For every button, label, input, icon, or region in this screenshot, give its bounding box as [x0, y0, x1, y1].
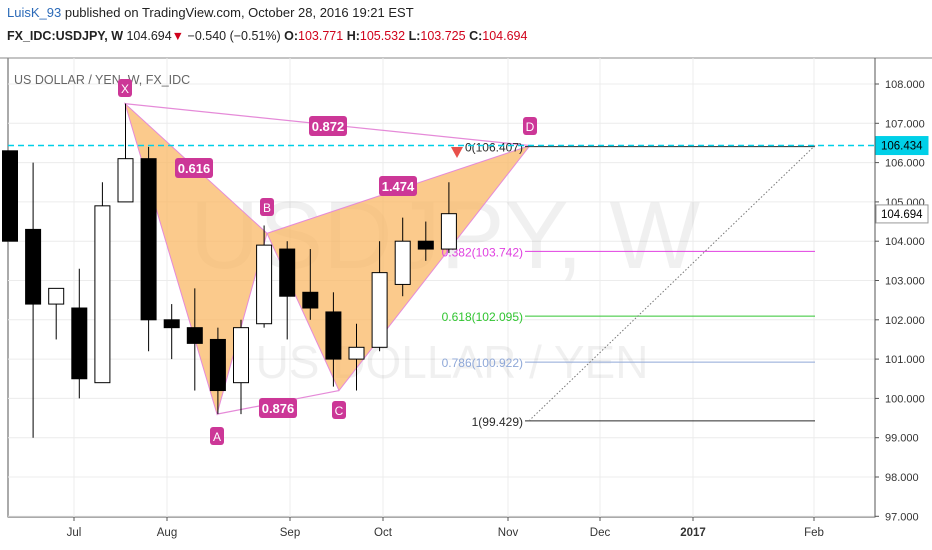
candle-body — [348, 346, 365, 360]
candle-body — [2, 150, 18, 242]
low-label: L: — [408, 29, 421, 43]
candle-body — [325, 311, 342, 360]
pattern-point-label: C — [335, 404, 344, 418]
fib-level-label: 1(99.429) — [472, 415, 523, 429]
price-mark-box — [875, 136, 929, 156]
y-tick-label: 103.000 — [885, 276, 925, 288]
low-value: 103.725 — [420, 29, 466, 43]
pattern-point-badge — [210, 427, 224, 445]
sell-arrow-icon — [451, 147, 463, 158]
y-tick-label: 102.000 — [885, 315, 925, 327]
candle-body — [440, 213, 457, 250]
x-tick-label: 2017 — [680, 527, 706, 539]
candle-body — [71, 307, 88, 380]
candle-body — [256, 244, 273, 325]
pattern-point-badge — [118, 79, 132, 97]
ratio-badge — [175, 158, 213, 178]
pattern-point-badge — [332, 401, 346, 419]
ohlc-line: FX_IDC:USDJPY, W 104.694▼ −0.540 (−0.51%… — [7, 29, 527, 43]
x-tick-label: Jul — [67, 527, 82, 539]
author-link[interactable]: LuisK_93 — [7, 5, 62, 20]
open-label: O: — [284, 29, 299, 43]
ratio-badge — [309, 116, 347, 136]
symbol-timeframe: FX_IDC:USDJPY, W — [7, 29, 123, 43]
candle-body — [302, 291, 319, 309]
ratio-label: 0.876 — [262, 401, 295, 416]
chart-title: US DOLLAR / YEN, W, FX_IDC — [14, 73, 190, 87]
ratio-badge — [259, 398, 297, 418]
x-tick-label: Feb — [804, 527, 824, 539]
fib-level-label: 0.786(100.922) — [442, 356, 523, 370]
y-tick-label: 108.000 — [885, 79, 925, 91]
y-tick-label: 101.000 — [885, 354, 925, 366]
close-label: C: — [469, 29, 483, 43]
candle-body — [48, 287, 65, 305]
candle-body — [117, 158, 134, 203]
y-tick-label: 106.000 — [885, 158, 925, 170]
candle-body — [209, 338, 226, 392]
y-tick-label: 100.000 — [885, 393, 925, 405]
fib-level-label: 0(106.407) — [465, 141, 523, 155]
candle-body — [163, 319, 180, 329]
pattern-point-label: X — [121, 82, 129, 96]
publish-info: published on TradingView.com, October 28… — [64, 5, 414, 20]
candle-body — [394, 240, 411, 285]
pattern-point-label: D — [526, 120, 535, 134]
candle-body — [233, 327, 249, 384]
y-tick-label: 107.000 — [885, 118, 925, 130]
publish-line: LuisK_93 published on TradingView.com, O… — [7, 5, 414, 20]
price-mark-label: 106.434 — [881, 141, 923, 153]
last-price: 104.694 — [126, 29, 172, 43]
x-tick-label: Aug — [157, 527, 177, 539]
pattern-point-label: A — [213, 430, 221, 444]
candle-body — [25, 228, 42, 305]
pattern-point-badge — [260, 198, 274, 216]
ratio-badge — [379, 176, 417, 196]
price-change: −0.540 (−0.51%) — [187, 29, 281, 43]
y-tick-label: 99.000 — [885, 433, 919, 445]
high-label: H: — [346, 29, 360, 43]
y-tick-label: 104.000 — [885, 236, 925, 248]
candle-body — [140, 158, 157, 321]
down-triangle-icon: ▼ — [171, 29, 185, 43]
y-tick-label: 98.000 — [885, 472, 919, 484]
high-value: 105.532 — [359, 29, 406, 43]
ratio-label: 1.474 — [382, 179, 415, 194]
x-tick-label: Nov — [498, 527, 519, 539]
price-mark-box — [875, 204, 929, 224]
price-mark-label: 104.694 — [881, 209, 923, 221]
open-value: 103.771 — [298, 29, 344, 43]
x-tick-label: Sep — [280, 527, 300, 539]
ratio-label: 0.872 — [312, 119, 345, 134]
pattern-point-label: B — [263, 201, 271, 215]
y-tick-label: 97.000 — [885, 511, 919, 523]
candle-body — [279, 248, 296, 297]
candle-body — [94, 205, 111, 384]
candle-body — [186, 327, 203, 344]
x-tick-label: Oct — [374, 527, 393, 539]
fib-level-label: 0.382(103.742) — [442, 245, 523, 259]
close-value: 104.694 — [482, 29, 528, 43]
pattern-point-badge — [523, 117, 537, 135]
fib-level-label: 0.618(102.095) — [442, 310, 523, 324]
x-tick-label: Dec — [590, 527, 611, 539]
candle-body — [417, 240, 434, 250]
ratio-label: 0.616 — [178, 161, 211, 176]
candle-body — [371, 272, 388, 348]
